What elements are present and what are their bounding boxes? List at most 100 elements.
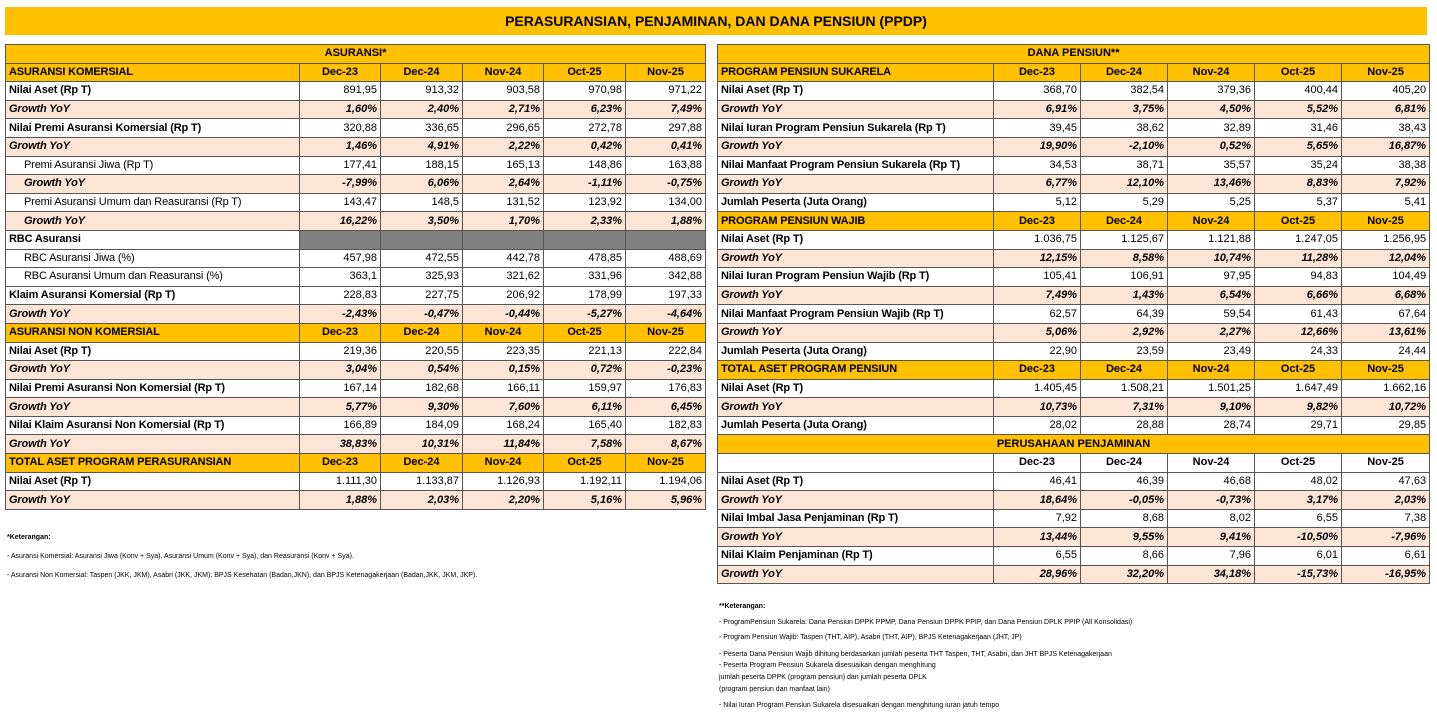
value-cell: 24,44 [1340, 341, 1431, 362]
column-header: Dec-23 [993, 62, 1081, 83]
value-cell: 2,64% [462, 174, 544, 194]
value-cell: 61,43 [1254, 304, 1342, 324]
data-row: Jumlah Peserta (Juta Orang) 22,90 23,59 23,… [717, 341, 1431, 362]
note-line: - Peserta Dana Pensiun Wajib dihitung be… [719, 651, 1112, 658]
value-cell: 34,18% [1167, 564, 1255, 585]
value-cell: -7,99% [299, 174, 381, 194]
section-label: TOTAL ASET PROGRAM PENSIUN [717, 360, 994, 380]
row-label: Jumlah Peserta (Juta Orang) [717, 341, 994, 362]
value-cell: 97,95 [1167, 267, 1255, 287]
value-cell: 197,33 [624, 285, 707, 306]
value-cell: 28,96% [993, 564, 1081, 585]
value-cell: 6,81% [1340, 99, 1431, 120]
value-cell: 336,65 [380, 118, 463, 138]
value-cell: 405,20 [1340, 81, 1431, 101]
column-header: Dec-24 [1080, 62, 1168, 83]
table-title: ASURANSI* [4, 44, 707, 64]
empty-cell [462, 229, 544, 250]
note-line: jumlah peserta DPPK (program pensiun) da… [719, 674, 927, 681]
section-label: ASURANSI KOMERSIAL [5, 62, 300, 83]
data-row: Growth YoY 19,90% -2,10% 0,52% 5,65% 16,87% [717, 136, 1431, 157]
value-cell: 29,85 [1340, 415, 1431, 436]
value-cell: 5,06% [993, 322, 1081, 343]
value-cell: 38,71 [1080, 155, 1168, 176]
data-row: Jumlah Peserta (Juta Orang) 28,02 28,88 28,… [717, 415, 1431, 436]
value-cell: 16,87% [1340, 136, 1431, 157]
value-cell: 6,55 [993, 546, 1081, 566]
value-cell: 2,03% [380, 490, 463, 510]
value-cell: 48,02 [1254, 471, 1342, 492]
value-cell: 182,83 [624, 415, 707, 436]
value-cell: 46,39 [1080, 471, 1168, 492]
value-cell: 166,89 [299, 415, 381, 436]
value-cell: 7,31% [1080, 397, 1168, 417]
data-row: Nilai Klaim Penjaminan (Rp T) 6,55 8,66 7,9… [717, 546, 1431, 566]
note-line: - ProgramPensiun Sukarela: Dana Pensiun … [719, 619, 1133, 626]
value-cell: 6,45% [624, 397, 707, 417]
value-cell: 325,93 [380, 267, 463, 287]
note-line: - Program Pensiun Wajib: Taspen (THT, AI… [719, 634, 1022, 641]
value-cell: 0,15% [462, 360, 544, 380]
value-cell: 188,15 [380, 155, 463, 176]
data-row: Growth YoY 1,88% 2,03% 2,20% 5,16% 5,96% [5, 490, 707, 510]
note-line: (program pensiun dan manfaat lain) [719, 686, 830, 693]
value-cell: 6,66% [1254, 285, 1342, 306]
table-title: DANA PENSIUN** [716, 44, 1431, 64]
data-row: Nilai Imbal Jasa Penjaminan (Rp T) 7,92 8,… [717, 508, 1431, 529]
value-cell: 35,24 [1254, 155, 1342, 176]
data-row: RBC Asuransi [5, 229, 707, 250]
value-cell: 0,41% [624, 136, 707, 157]
row-label: Growth YoY [717, 174, 994, 194]
value-cell: 38,83% [299, 434, 381, 455]
value-cell: 32,20% [1080, 564, 1168, 585]
row-label: RBC Asuransi Umum dan Reasuransi (%) [5, 267, 300, 287]
value-cell: 220,55 [380, 341, 463, 362]
value-cell: 10,31% [380, 434, 463, 455]
value-cell: 2,03% [1340, 490, 1431, 510]
note-line: - Nilai Iuran Program Pensiun Sukarela d… [719, 702, 1000, 709]
section-header: TOTAL ASET PROGRAM PENSIUN Dec-23 Dec-24 No… [717, 360, 1431, 380]
value-cell: -0,73% [1167, 490, 1255, 510]
value-cell: 221,13 [543, 341, 626, 362]
row-label: Growth YoY [5, 136, 300, 157]
column-header: Dec-23 [993, 211, 1081, 231]
value-cell: 7,49% [624, 99, 707, 120]
value-cell: 1.133,87 [380, 471, 463, 492]
value-cell: 5,77% [299, 397, 381, 417]
row-label: Growth YoY [5, 434, 300, 455]
data-row: Growth YoY 16,22% 3,50% 1,70% 2,33% 1,88% [5, 211, 707, 231]
column-header: Nov-24 [1167, 453, 1255, 473]
value-cell: 176,83 [624, 378, 707, 399]
value-cell: 8,02 [1167, 508, 1255, 529]
value-cell: 38,62 [1080, 118, 1168, 138]
value-cell: 472,55 [380, 248, 463, 269]
value-cell: 1.192,11 [543, 471, 626, 492]
value-cell: 184,09 [380, 415, 463, 436]
value-cell: 1.036,75 [993, 229, 1081, 250]
value-cell: 2,33% [543, 211, 626, 231]
value-cell: -2,10% [1080, 136, 1168, 157]
value-cell: 0,54% [380, 360, 463, 380]
column-header: Oct-25 [543, 62, 626, 83]
column-header: Dec-23 [299, 62, 381, 83]
row-label: Growth YoY [5, 174, 300, 194]
data-row: Growth YoY 18,64% -0,05% -0,73% 3,17% 2,03% [717, 490, 1431, 510]
value-cell: 12,10% [1080, 174, 1168, 194]
value-cell: 400,44 [1254, 81, 1342, 101]
value-cell: 219,36 [299, 341, 381, 362]
value-cell: 913,32 [380, 81, 463, 101]
value-cell: 363,1 [299, 267, 381, 287]
title-row: DANA PENSIUN** [716, 44, 1431, 64]
value-cell: 342,88 [624, 267, 707, 287]
row-label: Growth YoY [717, 564, 994, 585]
row-label: Premi Asuransi Jiwa (Rp T) [5, 155, 300, 176]
value-cell: 2,92% [1080, 322, 1168, 343]
data-row: Growth YoY 6,91% 3,75% 4,50% 5,52% 6,81% [717, 99, 1431, 120]
value-cell: 8,66 [1080, 546, 1168, 566]
value-cell: 5,12 [993, 192, 1081, 213]
data-row: Nilai Aset (Rp T) 368,70 382,54 379,36 400,4… [717, 81, 1431, 101]
value-cell: -2,43% [299, 304, 381, 324]
value-cell: 148,5 [380, 192, 463, 213]
column-header: Nov-24 [1167, 211, 1255, 231]
value-cell: 1,88% [299, 490, 381, 510]
